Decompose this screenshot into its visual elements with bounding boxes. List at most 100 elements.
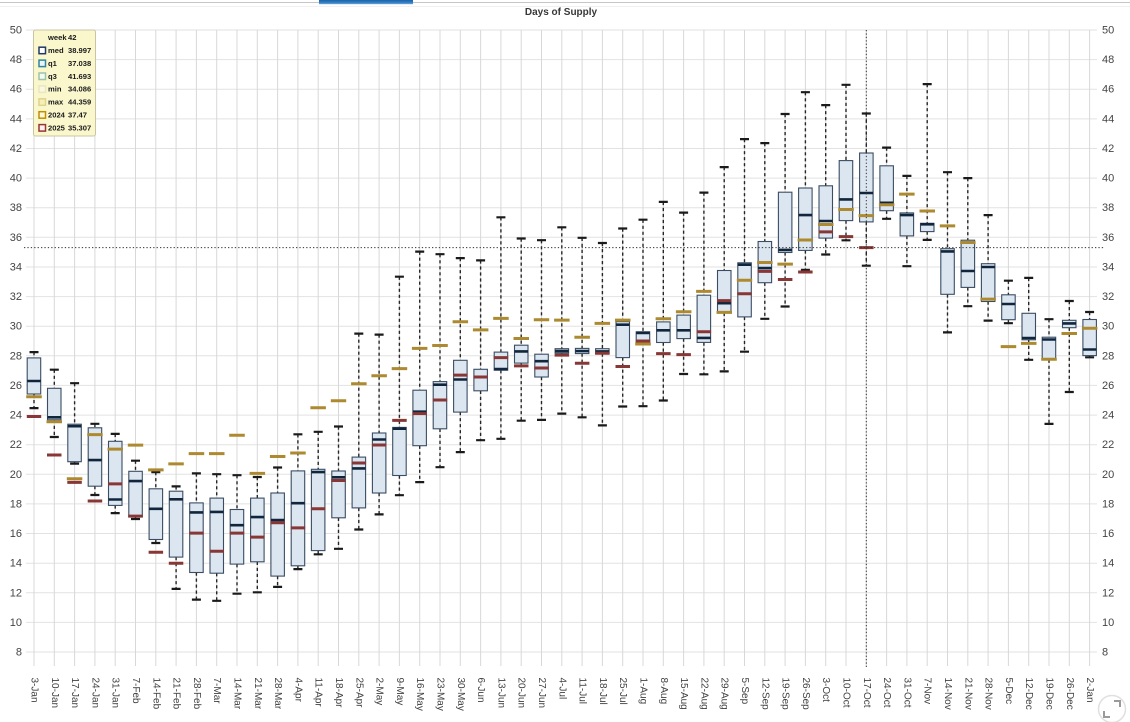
- svg-text:5-Sep: 5-Sep: [739, 678, 750, 705]
- svg-text:28: 28: [1102, 350, 1114, 362]
- svg-text:37.47: 37.47: [68, 111, 87, 120]
- svg-text:25-Apr: 25-Apr: [353, 678, 364, 709]
- svg-text:9-May: 9-May: [394, 678, 405, 706]
- svg-text:48: 48: [1102, 54, 1114, 66]
- svg-text:44: 44: [10, 113, 22, 125]
- svg-text:26-Dec: 26-Dec: [1064, 678, 1075, 710]
- svg-text:10: 10: [1102, 617, 1114, 629]
- svg-text:min: min: [48, 85, 62, 94]
- svg-text:22: 22: [1102, 439, 1114, 451]
- svg-text:23-May: 23-May: [435, 678, 446, 711]
- svg-text:17-Jan: 17-Jan: [69, 678, 80, 709]
- svg-text:16: 16: [10, 528, 22, 540]
- svg-text:14-Nov: 14-Nov: [942, 678, 953, 710]
- svg-text:41.693: 41.693: [68, 72, 91, 81]
- svg-text:21-Mar: 21-Mar: [252, 678, 263, 710]
- svg-text:14-Feb: 14-Feb: [150, 678, 161, 710]
- svg-text:28-Nov: 28-Nov: [983, 678, 994, 710]
- svg-text:50: 50: [10, 25, 22, 37]
- svg-text:q1: q1: [48, 59, 58, 68]
- svg-text:med: med: [48, 46, 64, 55]
- svg-text:14: 14: [10, 558, 22, 570]
- svg-text:8: 8: [16, 647, 22, 659]
- svg-text:40: 40: [1102, 173, 1114, 185]
- svg-text:3-Jan: 3-Jan: [29, 678, 40, 703]
- svg-text:3-Oct: 3-Oct: [820, 678, 831, 703]
- svg-text:42: 42: [68, 33, 76, 42]
- svg-text:11-Jul: 11-Jul: [577, 678, 588, 705]
- svg-text:35.307: 35.307: [68, 123, 91, 132]
- svg-text:17-Oct: 17-Oct: [861, 678, 872, 708]
- svg-text:7-Nov: 7-Nov: [922, 678, 933, 705]
- svg-text:1-Aug: 1-Aug: [638, 678, 649, 705]
- svg-text:22: 22: [10, 439, 22, 451]
- svg-text:36: 36: [1102, 232, 1114, 244]
- svg-text:14-Mar: 14-Mar: [232, 678, 243, 710]
- svg-text:8-Aug: 8-Aug: [658, 678, 669, 705]
- svg-text:37.038: 37.038: [68, 59, 91, 68]
- svg-text:week: week: [47, 33, 67, 42]
- svg-text:28-Feb: 28-Feb: [191, 678, 202, 710]
- svg-text:20: 20: [1102, 469, 1114, 481]
- svg-text:34: 34: [1102, 262, 1114, 274]
- svg-text:26-Sep: 26-Sep: [800, 678, 811, 711]
- svg-text:42: 42: [10, 143, 22, 155]
- svg-text:q3: q3: [48, 72, 57, 81]
- svg-text:30: 30: [1102, 321, 1114, 333]
- svg-text:46: 46: [1102, 84, 1114, 96]
- svg-text:31-Jan: 31-Jan: [110, 678, 121, 709]
- svg-text:18: 18: [1102, 498, 1114, 510]
- svg-text:6-Jun: 6-Jun: [475, 678, 486, 703]
- svg-text:max: max: [48, 98, 64, 107]
- svg-text:12: 12: [1102, 587, 1114, 599]
- svg-text:16-May: 16-May: [414, 678, 425, 711]
- svg-text:24: 24: [10, 410, 22, 422]
- svg-text:30-May: 30-May: [455, 678, 466, 711]
- svg-text:25-Jul: 25-Jul: [617, 678, 628, 705]
- svg-text:50: 50: [1102, 25, 1114, 37]
- svg-text:5-Dec: 5-Dec: [1003, 678, 1014, 705]
- svg-text:24-Jan: 24-Jan: [89, 678, 100, 709]
- svg-text:38: 38: [1102, 202, 1114, 214]
- svg-text:4-Jul: 4-Jul: [556, 678, 567, 700]
- svg-text:20-Jun: 20-Jun: [516, 678, 527, 709]
- svg-text:12-Dec: 12-Dec: [1023, 678, 1034, 710]
- svg-text:40: 40: [10, 173, 22, 185]
- svg-text:26: 26: [1102, 380, 1114, 392]
- svg-text:2-Jan: 2-Jan: [1084, 678, 1095, 703]
- svg-text:19-Dec: 19-Dec: [1044, 678, 1055, 710]
- svg-text:18-Jul: 18-Jul: [597, 678, 608, 705]
- svg-text:44.359: 44.359: [68, 98, 91, 107]
- svg-text:34.086: 34.086: [68, 85, 91, 94]
- svg-text:16: 16: [1102, 528, 1114, 540]
- svg-text:2-May: 2-May: [374, 678, 385, 706]
- svg-text:18: 18: [10, 498, 22, 510]
- svg-text:32: 32: [10, 291, 22, 303]
- svg-text:7-Feb: 7-Feb: [130, 678, 141, 705]
- svg-text:4-Apr: 4-Apr: [292, 678, 303, 703]
- svg-text:42: 42: [1102, 143, 1114, 155]
- svg-text:10-Jan: 10-Jan: [49, 678, 60, 709]
- svg-text:32: 32: [1102, 291, 1114, 303]
- svg-text:48: 48: [10, 54, 22, 66]
- svg-text:26: 26: [10, 380, 22, 392]
- svg-text:29-Aug: 29-Aug: [719, 678, 730, 710]
- svg-text:24-Oct: 24-Oct: [881, 678, 892, 708]
- svg-text:38.997: 38.997: [68, 46, 91, 55]
- svg-text:15-Aug: 15-Aug: [678, 678, 689, 710]
- svg-text:31-Oct: 31-Oct: [901, 678, 912, 708]
- svg-text:44: 44: [1102, 113, 1114, 125]
- svg-text:2024: 2024: [48, 111, 66, 120]
- svg-text:21-Feb: 21-Feb: [171, 678, 182, 710]
- svg-text:Days of Supply: Days of Supply: [525, 7, 598, 18]
- svg-text:14: 14: [1102, 558, 1114, 570]
- svg-text:28: 28: [10, 350, 22, 362]
- svg-text:46: 46: [10, 84, 22, 96]
- svg-text:30: 30: [10, 321, 22, 333]
- svg-text:10: 10: [10, 617, 22, 629]
- svg-text:13-Jun: 13-Jun: [495, 678, 506, 709]
- svg-text:22-Aug: 22-Aug: [698, 678, 709, 710]
- svg-text:11-Apr: 11-Apr: [313, 678, 324, 708]
- svg-text:34: 34: [10, 262, 22, 274]
- svg-text:18-Apr: 18-Apr: [333, 678, 344, 709]
